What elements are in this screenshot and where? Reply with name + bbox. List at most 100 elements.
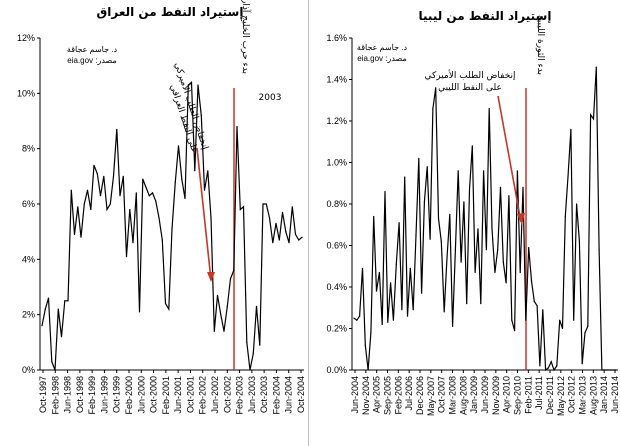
chart-libya-data-point xyxy=(547,367,549,369)
chart-libya-data-point xyxy=(497,249,499,251)
chart-iraq-arrow-label-group: إنخفاض الطلب الأميركي على النفط العراقي xyxy=(168,61,212,155)
chart-iraq-data-point xyxy=(181,178,183,180)
chart-iraq-xtick-label: Feb-2002 xyxy=(198,376,208,415)
chart-iraq-data-point xyxy=(158,217,160,219)
chart-iraq-data-point xyxy=(177,145,180,147)
chart-libya-data-point xyxy=(573,319,575,321)
chart-libya-data-point xyxy=(606,369,609,371)
chart-iraq-data-point xyxy=(44,308,46,310)
chart-libya-xtick-label: Jun-2009 xyxy=(480,376,490,414)
chart-libya-data-point xyxy=(409,267,411,269)
chart-libya-data-point xyxy=(615,369,617,371)
chart-libya-data-point xyxy=(550,361,552,363)
chart-libya-data-point xyxy=(609,369,611,371)
chart-libya-data-point xyxy=(401,309,403,311)
chart-libya-event-label-group: بدء الثورة الليبية xyxy=(535,15,545,75)
chart-libya-data-point xyxy=(477,228,479,230)
chart-libya-ytick-label: 1.4% xyxy=(326,75,347,85)
chart-libya-svg: إستيراد النفط من ليبيا 0.0%0.2%0.4%0.6%0… xyxy=(326,9,620,416)
chart-libya-source: مصدر: eia.gov xyxy=(357,54,407,63)
chart-libya-data-point xyxy=(576,203,578,205)
chart-iraq-xtick-label: Jun-2000 xyxy=(136,376,146,414)
chart-iraq-xtick-label: Feb-2003 xyxy=(235,376,245,415)
chart-iraq-data-point xyxy=(103,175,105,177)
chart-iraq-data-point xyxy=(129,208,131,211)
chart-libya-xtick-label: Jan-2009 xyxy=(469,376,479,414)
chart-iraq-svg: إستيراد النفط من العراق 0% 2% 4% 6% 8% 10% 12%… xyxy=(17,0,306,415)
chart-libya-xticks: Jun-2004 Nov-2004 Apr-2005 Sep-2005 Feb-2006… xyxy=(350,370,620,416)
chart-iraq-data-point xyxy=(77,206,79,208)
chart-iraq-xtick-label: Jun-2003 xyxy=(247,376,257,414)
chart-iraq-data-point xyxy=(125,256,128,258)
chart-libya-xtick-label: Jul-2006 xyxy=(404,376,414,411)
chart-libya-data-point xyxy=(418,157,420,159)
chart-libya-data-point xyxy=(536,305,538,307)
chart-libya-data-point xyxy=(595,66,597,68)
chart-iraq-author: د. جاسم عجاقة xyxy=(67,45,118,54)
chart-iraq-data-point xyxy=(233,269,235,271)
chart-iraq-data-point xyxy=(216,294,219,296)
chart-iraq-data-point xyxy=(187,84,189,86)
chart-iraq-data-point xyxy=(242,206,245,208)
chart-iraq-data-point xyxy=(135,192,137,194)
chart-libya-xtick-label: Feb-2006 xyxy=(393,376,403,415)
chart-libya-data-point xyxy=(443,311,445,313)
chart-iraq-data-point xyxy=(116,128,118,130)
chart-libya-data-point xyxy=(412,309,414,311)
chart-iraq-data-point xyxy=(93,164,95,166)
chart-libya-data-point xyxy=(364,344,366,346)
chart-libya-data-point xyxy=(367,369,369,371)
chart-iraq-data-point xyxy=(252,352,254,354)
chart-iraq-data-point xyxy=(90,208,92,211)
chart-libya-data-point xyxy=(519,271,521,274)
chart-libya-data-point xyxy=(502,261,504,263)
chart-libya-data-point xyxy=(480,303,482,305)
chart-libya-data-point xyxy=(601,369,603,371)
chart-libya-data-point xyxy=(516,170,518,172)
chart-libya-ytick-label: 0.4% xyxy=(326,282,347,292)
chart-libya-data-point xyxy=(522,186,524,188)
chart-iraq-data-point xyxy=(168,308,170,310)
chart-libya-data-point xyxy=(525,319,527,321)
chart-libya-data-point xyxy=(587,325,589,327)
chart-libya-data-point xyxy=(432,108,434,110)
chart-iraq-xtick-label: Oct-2002 xyxy=(222,376,232,413)
chart-libya-data-point xyxy=(452,325,454,327)
chart-iraq-data-point xyxy=(164,303,167,305)
chart-libya-data-point xyxy=(435,87,437,89)
chart-libya-data-point xyxy=(511,319,513,321)
chart-iraq-xtick-label: Feb-2001 xyxy=(161,376,171,415)
chart-libya-title: إستيراد النفط من ليبيا xyxy=(419,9,552,23)
chart-iraq-xtick-label: Oct-2004 xyxy=(296,376,306,413)
chart-libya-panel: إستيراد النفط من ليبيا 0.0% 0.2% 0.4% 0.6% 0… xyxy=(310,0,620,446)
chart-iraq-data-point xyxy=(109,203,111,205)
chart-libya-ytick-label: 1.2% xyxy=(326,116,347,126)
chart-libya-data-point xyxy=(356,319,358,321)
chart-libya-xtick-label: Oct-2007 xyxy=(437,376,447,413)
chart-libya-xtick-label: Apr-2010 xyxy=(502,376,512,413)
chart-libya-ytick-label: 0.2% xyxy=(326,324,347,334)
chart-iraq-data-point xyxy=(226,305,228,307)
chart-libya-data-point xyxy=(556,365,558,367)
chart-iraq-ytick-label: 12% xyxy=(17,33,35,43)
chart-libya-xtick-label: May-2007 xyxy=(426,376,436,416)
chart-libya-xtick-label: May-2012 xyxy=(556,376,566,416)
chart-iraq-data-point xyxy=(122,175,124,177)
chart-libya-data-point xyxy=(440,240,442,242)
chart-iraq-data-point xyxy=(203,189,206,191)
chart-libya-data-point xyxy=(392,319,394,321)
chart-iraq-source: مصدر: eia.gov xyxy=(67,56,117,65)
chart-iraq-panel: إستيراد النفط من العراق 0% 2% 4% 6% 8% 10% 12%… xyxy=(0,0,309,446)
chart-iraq-data-point xyxy=(171,228,173,230)
chart-iraq-data-point xyxy=(70,189,72,191)
chart-iraq-data-point xyxy=(47,297,50,299)
chart-libya-data-point xyxy=(564,215,566,218)
chart-libya-xtick-label: Sep-2005 xyxy=(383,376,393,415)
chart-libya-data-point xyxy=(429,238,431,240)
chart-iraq-data-point xyxy=(83,203,85,205)
chart-libya-data-point xyxy=(463,201,465,203)
chart-libya-data-point xyxy=(514,330,516,332)
chart-libya-data-point xyxy=(491,228,493,230)
chart-iraq-data-point xyxy=(268,217,271,219)
chart-iraq-event-label: بدء حرب الخليج آذار xyxy=(240,0,252,74)
